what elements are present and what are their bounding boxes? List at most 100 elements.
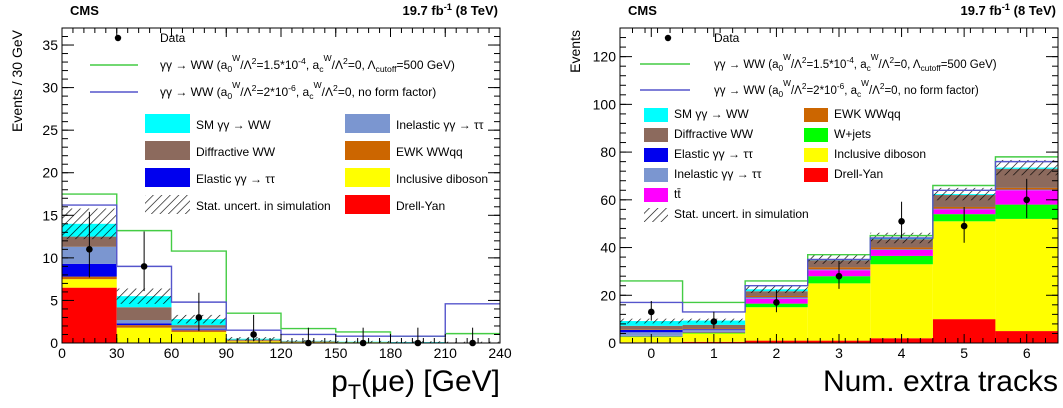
y-axis-title: Events [567, 30, 583, 73]
left-chart-panel: 0 30 60 90 120 150 180 210 240 0 5 10 15 20 25 30 35 CMS 1… [9, 2, 512, 404]
x-tick-label: 0 [647, 345, 655, 361]
y-tick-label: 0 [50, 335, 58, 351]
bar-elastic_tautau [682, 329, 746, 330]
x-tick-label: 0 [58, 345, 66, 361]
bar-ewk_wwqq [870, 247, 933, 250]
legend-label-ewk_wwqq: EWK WWqq [396, 145, 463, 159]
x-tick-label: 210 [434, 345, 458, 361]
bar-inclusive_diboson [226, 341, 281, 343]
y-tick-label: 120 [593, 49, 617, 65]
data-point [960, 222, 968, 230]
legend-label-uncert: Stat. uncert. in simulation [674, 207, 809, 221]
bar-inclusive_diboson [62, 279, 117, 288]
y-tick-label: 80 [600, 144, 616, 160]
legend-label-drell_yan: Drell-Yan [834, 167, 883, 181]
legend-label-ttbar: tt̄ [674, 187, 681, 201]
legend-swatch-inelastic_tautau [644, 168, 668, 182]
legend-swatch-elastic_tautau [145, 168, 190, 187]
legend-swatch-ttbar [644, 188, 668, 202]
uncertainty-band [745, 285, 808, 293]
legend-label-ewk_wwqq: EWK WWqq [834, 107, 901, 121]
y-tick-label: 20 [42, 165, 58, 181]
uncertainty-band [620, 318, 683, 324]
data-point [710, 318, 718, 325]
legend-label-diffractive_ww: Diffractive WW [196, 145, 276, 159]
legend-label-drell_yan: Drell-Yan [396, 199, 445, 213]
legend-swatch-ewk_wwqq [804, 108, 828, 122]
legend-label-inelastic_tautau: Inelastic γγ → ττ [674, 167, 762, 181]
x-tick-label: 120 [269, 345, 293, 361]
bar-diffractive_ww [870, 239, 933, 248]
bar-inclusive_diboson [171, 331, 227, 343]
legend-swatch-inclusive_diboson [804, 148, 828, 162]
legend-label-data: Data [160, 31, 186, 45]
uncertainty-band [932, 187, 996, 201]
legend-swatch-drell_yan [804, 168, 828, 182]
x-tick-label: 90 [218, 345, 234, 361]
x-tick-label: 150 [324, 345, 348, 361]
y-tick-label: 60 [600, 192, 616, 208]
legend-swatch-drell_yan [345, 195, 390, 214]
legend-swatch-uncert [145, 195, 190, 214]
y-tick-label: 40 [600, 240, 616, 256]
legend-data-marker [664, 34, 672, 42]
legend-label-signal_formfactor: γγ → WW (a0W/Λ2=1.5*10-4, acW/Λ2=0, Λcut… [714, 53, 997, 73]
bar-drell_yan [932, 319, 996, 343]
signal-line-signal_noformfactor [620, 160, 1058, 313]
data-point [250, 331, 257, 338]
legend-label-data: Data [714, 31, 740, 45]
x-axis-title: pT(μe) [GeV] [331, 365, 500, 404]
legend-swatch-wjets [804, 128, 828, 142]
bar-diffractive_ww [932, 195, 996, 207]
legend-swatch-sm_aa_ww [644, 108, 668, 122]
bar-ewk_wwqq [62, 276, 117, 280]
y-tick-label: 100 [593, 96, 617, 112]
y-tick-label: 35 [42, 37, 58, 53]
legend-label-inclusive_diboson: Inclusive diboson [834, 147, 926, 161]
cms-label: CMS [628, 3, 657, 18]
y-axis-title: Events / 30 GeV [9, 29, 25, 132]
x-tick-label: 180 [379, 345, 403, 361]
y-tick-label: 0 [608, 335, 616, 351]
data-point [1023, 196, 1031, 204]
y-tick-label: 5 [50, 292, 58, 308]
data-point [647, 308, 655, 316]
legend-swatch-sm_aa_ww [145, 114, 190, 133]
bar-inelastic_tautau [682, 329, 746, 332]
y-tick-label: 10 [42, 250, 58, 266]
legend-label-sm_aa_ww: SM γγ → WW [196, 118, 271, 132]
data-point [835, 272, 843, 280]
luminosity-label: 19.7 fb-1 (8 TeV) [402, 2, 498, 18]
legend-label-inelastic_tautau: Inelastic γγ → ττ [396, 118, 484, 132]
legend-swatch-inelastic_tautau [345, 114, 390, 133]
legend: Data γγ → WW (a0W/Λ2=1.5*10-4, acW/Λ2=0, … [640, 31, 997, 222]
data-point [773, 299, 780, 306]
y-tick-label: 25 [42, 122, 58, 138]
data-point [86, 246, 93, 253]
legend-label-signal_noformfactor: γγ → WW (a0W/Λ2=2*10-6, acW/Λ2=0, no for… [714, 79, 979, 99]
legend-swatch-ewk_wwqq [345, 141, 390, 160]
bar-inclusive_diboson [995, 218, 1058, 332]
legend-swatch-uncert [644, 208, 668, 222]
legend-data-marker [114, 34, 122, 42]
signal-line-signal_formfactor [620, 156, 1058, 304]
x-tick-label: 240 [488, 345, 512, 361]
uncertainty-band [995, 159, 1058, 176]
x-axis-title: Num. extra tracks [823, 365, 1058, 398]
legend-swatch-inclusive_diboson [345, 168, 390, 187]
cms-label: CMS [70, 3, 99, 18]
data-point [898, 217, 905, 225]
legend-swatch-diffractive_ww [644, 128, 668, 142]
legend-label-elastic_tautau: Elastic γγ → ττ [196, 172, 275, 186]
legend-label-sm_aa_ww: SM γγ → WW [674, 107, 749, 121]
uncertainty-band [116, 288, 172, 304]
x-tick-label: 30 [109, 345, 125, 361]
data-point [140, 263, 148, 270]
legend-swatch-elastic_tautau [644, 148, 668, 162]
y-tick-label: 15 [42, 207, 58, 223]
bar-ttbar [682, 331, 746, 333]
bar-inclusive_diboson [116, 327, 172, 343]
luminosity-label: 19.7 fb-1 (8 TeV) [960, 2, 1056, 18]
